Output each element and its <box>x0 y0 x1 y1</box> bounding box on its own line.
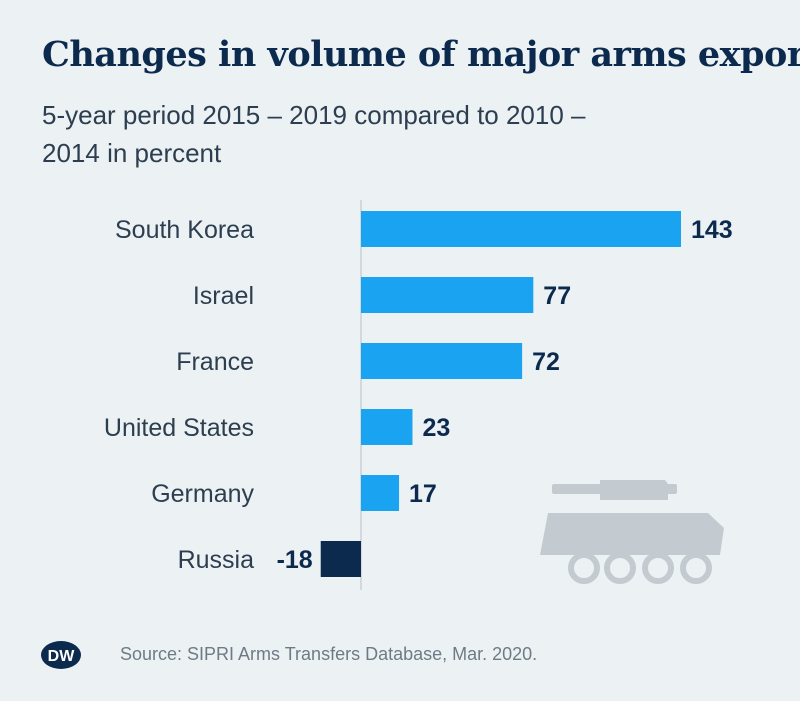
category-label: Germany <box>151 480 254 508</box>
value-label: 72 <box>532 348 560 376</box>
bar-france <box>361 343 523 379</box>
value-label: 17 <box>409 480 437 508</box>
chart-subtitle: 5-year period 2015 – 2019 compared to 20… <box>42 100 586 168</box>
bar-south-korea <box>361 211 681 247</box>
value-label: 143 <box>691 216 733 244</box>
armored-vehicle-icon <box>540 480 724 584</box>
bars-group: South Korea 143 Israel 77 France 72 United Sta… <box>104 211 733 577</box>
value-label: 77 <box>543 282 571 310</box>
dw-logo-text: DW <box>48 648 76 665</box>
bar-israel <box>361 277 534 313</box>
category-label: Israel <box>193 282 254 310</box>
dw-logo: DW <box>41 641 81 669</box>
bar-germany <box>361 475 400 511</box>
bar-united-states <box>361 409 413 445</box>
category-label: France <box>176 348 254 376</box>
bar-russia <box>320 541 361 577</box>
value-label: -18 <box>277 546 313 574</box>
category-label: United States <box>104 414 254 442</box>
source-note: Source: SIPRI Arms Transfers Database, M… <box>120 644 538 664</box>
chart-title: Changes in volume of major arms exports <box>42 34 800 75</box>
category-label: South Korea <box>115 216 254 244</box>
value-label: 23 <box>422 414 450 442</box>
category-label: Russia <box>178 546 255 574</box>
